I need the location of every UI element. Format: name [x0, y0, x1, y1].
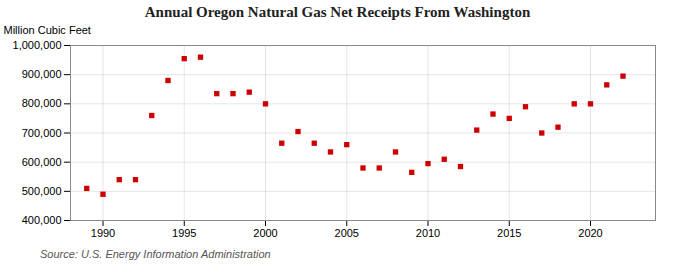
svg-text:2005: 2005 — [335, 227, 359, 239]
svg-text:1990: 1990 — [91, 227, 115, 239]
svg-text:1995: 1995 — [172, 227, 196, 239]
svg-text:2020: 2020 — [578, 227, 602, 239]
svg-text:400,000: 400,000 — [22, 214, 62, 226]
svg-text:600,000: 600,000 — [22, 156, 62, 168]
svg-text:900,000: 900,000 — [22, 68, 62, 80]
svg-text:700,000: 700,000 — [22, 127, 62, 139]
svg-text:2015: 2015 — [497, 227, 521, 239]
svg-text:800,000: 800,000 — [22, 97, 62, 109]
svg-text:Million Cubic Feet: Million Cubic Feet — [4, 24, 91, 36]
html-text:Source: U.S. Energy Informatio: Source: U.S. Energy Information Administ… — [40, 248, 271, 260]
svg-text:2000: 2000 — [253, 227, 277, 239]
svg-text:500,000: 500,000 — [22, 185, 62, 197]
svg-text:2010: 2010 — [416, 227, 440, 239]
svg-text:1,000,000: 1,000,000 — [13, 39, 62, 51]
html-text:Annual Oregon Natural Gas Net: Annual Oregon Natural Gas Net Receipts F… — [144, 4, 531, 20]
